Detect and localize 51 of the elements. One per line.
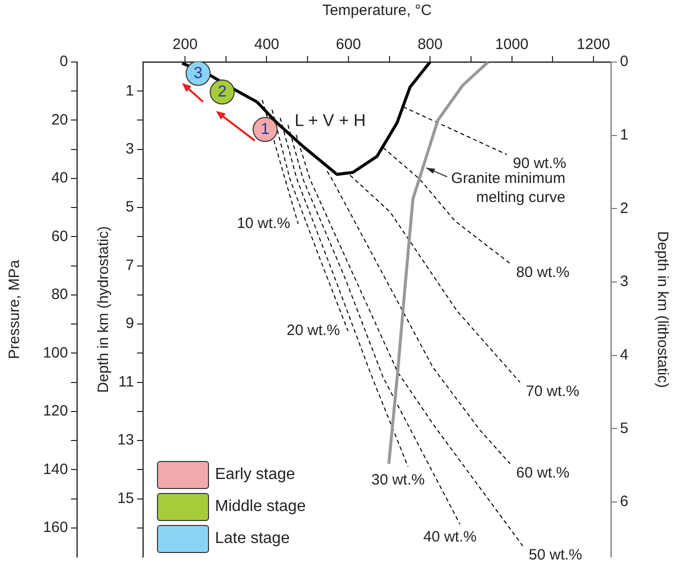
annotation: 2 — [218, 83, 227, 100]
x-tick-label: 800 — [418, 36, 443, 54]
y3-tick-label: 6 — [620, 493, 628, 510]
x-tick-label: 400 — [254, 36, 280, 54]
y3-tick-label: 1 — [620, 126, 628, 144]
y3-tick-label: 4 — [620, 346, 628, 364]
y2-tick-label: 5 — [126, 198, 134, 216]
y-tick-label: 20 — [51, 111, 68, 128]
series-label: 80 wt.% — [516, 264, 570, 282]
y-tick-label: 0 — [60, 53, 68, 70]
x-tick-label: 600 — [336, 36, 361, 54]
y3-tick-label: 5 — [620, 420, 628, 437]
series-label: 20 wt.% — [286, 322, 340, 340]
annotation: 3 — [194, 64, 203, 82]
series-label: 70 wt.% — [526, 382, 580, 400]
y-tick-label: 60 — [51, 228, 68, 245]
y3-axis-title: Depth in km (lithostatic) — [654, 231, 671, 388]
x-tick-label: 200 — [172, 36, 198, 54]
annotation: L + V + H — [294, 111, 366, 130]
legend-label: Early stage — [215, 466, 296, 484]
legend-label: Late stage — [215, 530, 290, 548]
y2-tick-label: 9 — [126, 315, 134, 332]
y-tick-label: 140 — [42, 460, 68, 478]
annotation: 1 — [260, 120, 270, 138]
y-tick-label: 160 — [42, 519, 68, 536]
y2-tick-label: 7 — [126, 256, 134, 274]
series-label: 10 wt.% — [236, 215, 290, 232]
legend-label: Middle stage — [215, 498, 306, 516]
y-axis-title: Pressure, MPa — [6, 259, 24, 360]
x-tick-label: 1200 — [576, 36, 610, 54]
series-label: 30 wt.% — [371, 471, 425, 488]
y2-tick-label: 11 — [118, 373, 134, 390]
series-label: 40 wt.% — [423, 528, 477, 546]
y2-tick-label: 1 — [126, 82, 134, 100]
y-tick-label: 80 — [51, 286, 68, 304]
series-label: 60 wt.% — [516, 464, 570, 482]
y2-tick-label: 15 — [117, 490, 134, 507]
y3-tick-label: 0 — [620, 53, 628, 70]
y3-tick-label: 3 — [620, 273, 628, 290]
series-label: 90 wt.% — [512, 155, 566, 172]
x-axis-title: Temperature, °C — [322, 2, 432, 20]
y-tick-label: 120 — [42, 402, 68, 420]
y2-tick-label: 3 — [126, 140, 134, 158]
x-tick-label: 1000 — [495, 36, 528, 54]
y-tick-label: 40 — [51, 170, 68, 187]
y-tick-label: 100 — [42, 344, 68, 362]
y2-axis-title: Depth in km (hydrostatic) — [95, 226, 112, 393]
y2-tick-label: 13 — [117, 432, 134, 449]
y3-tick-label: 2 — [620, 200, 628, 217]
annotation: Granite minimum melting curve — [451, 170, 566, 206]
series-label: 50 wt.% — [528, 546, 582, 564]
